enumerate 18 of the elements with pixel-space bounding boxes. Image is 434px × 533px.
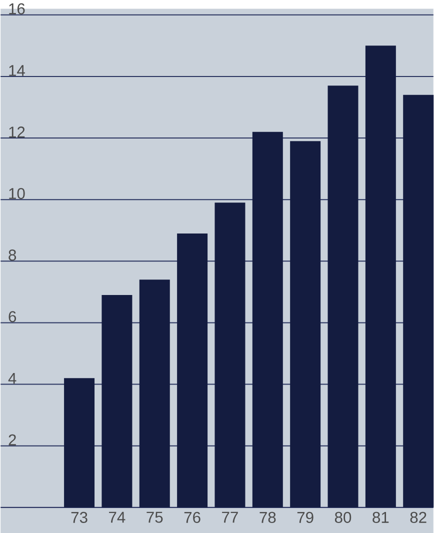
x-tick-label: 77 xyxy=(222,512,238,523)
x-tick-label: 78 xyxy=(260,512,276,523)
y-tick-label: 8 xyxy=(8,250,16,261)
x-tick-label: 75 xyxy=(146,512,163,523)
y-tick-label: 4 xyxy=(8,372,16,384)
x-tick-label: 76 xyxy=(184,512,200,523)
x-tick-label: 79 xyxy=(297,512,314,523)
x-tick-label: 74 xyxy=(109,512,126,523)
y-tick-label: 2 xyxy=(8,434,16,446)
y-tick-label: 16 xyxy=(9,3,25,14)
x-tick-label: 73 xyxy=(71,512,88,523)
x-tick-label: 82 xyxy=(410,512,426,523)
y-tick-label: 10 xyxy=(9,188,25,200)
y-tick-label: 6 xyxy=(8,311,16,322)
x-tick-label: 81 xyxy=(372,512,389,523)
y-tick-label: 12 xyxy=(9,126,25,138)
y-tick-label: 14 xyxy=(9,65,25,76)
x-tick-label: 80 xyxy=(334,512,352,523)
